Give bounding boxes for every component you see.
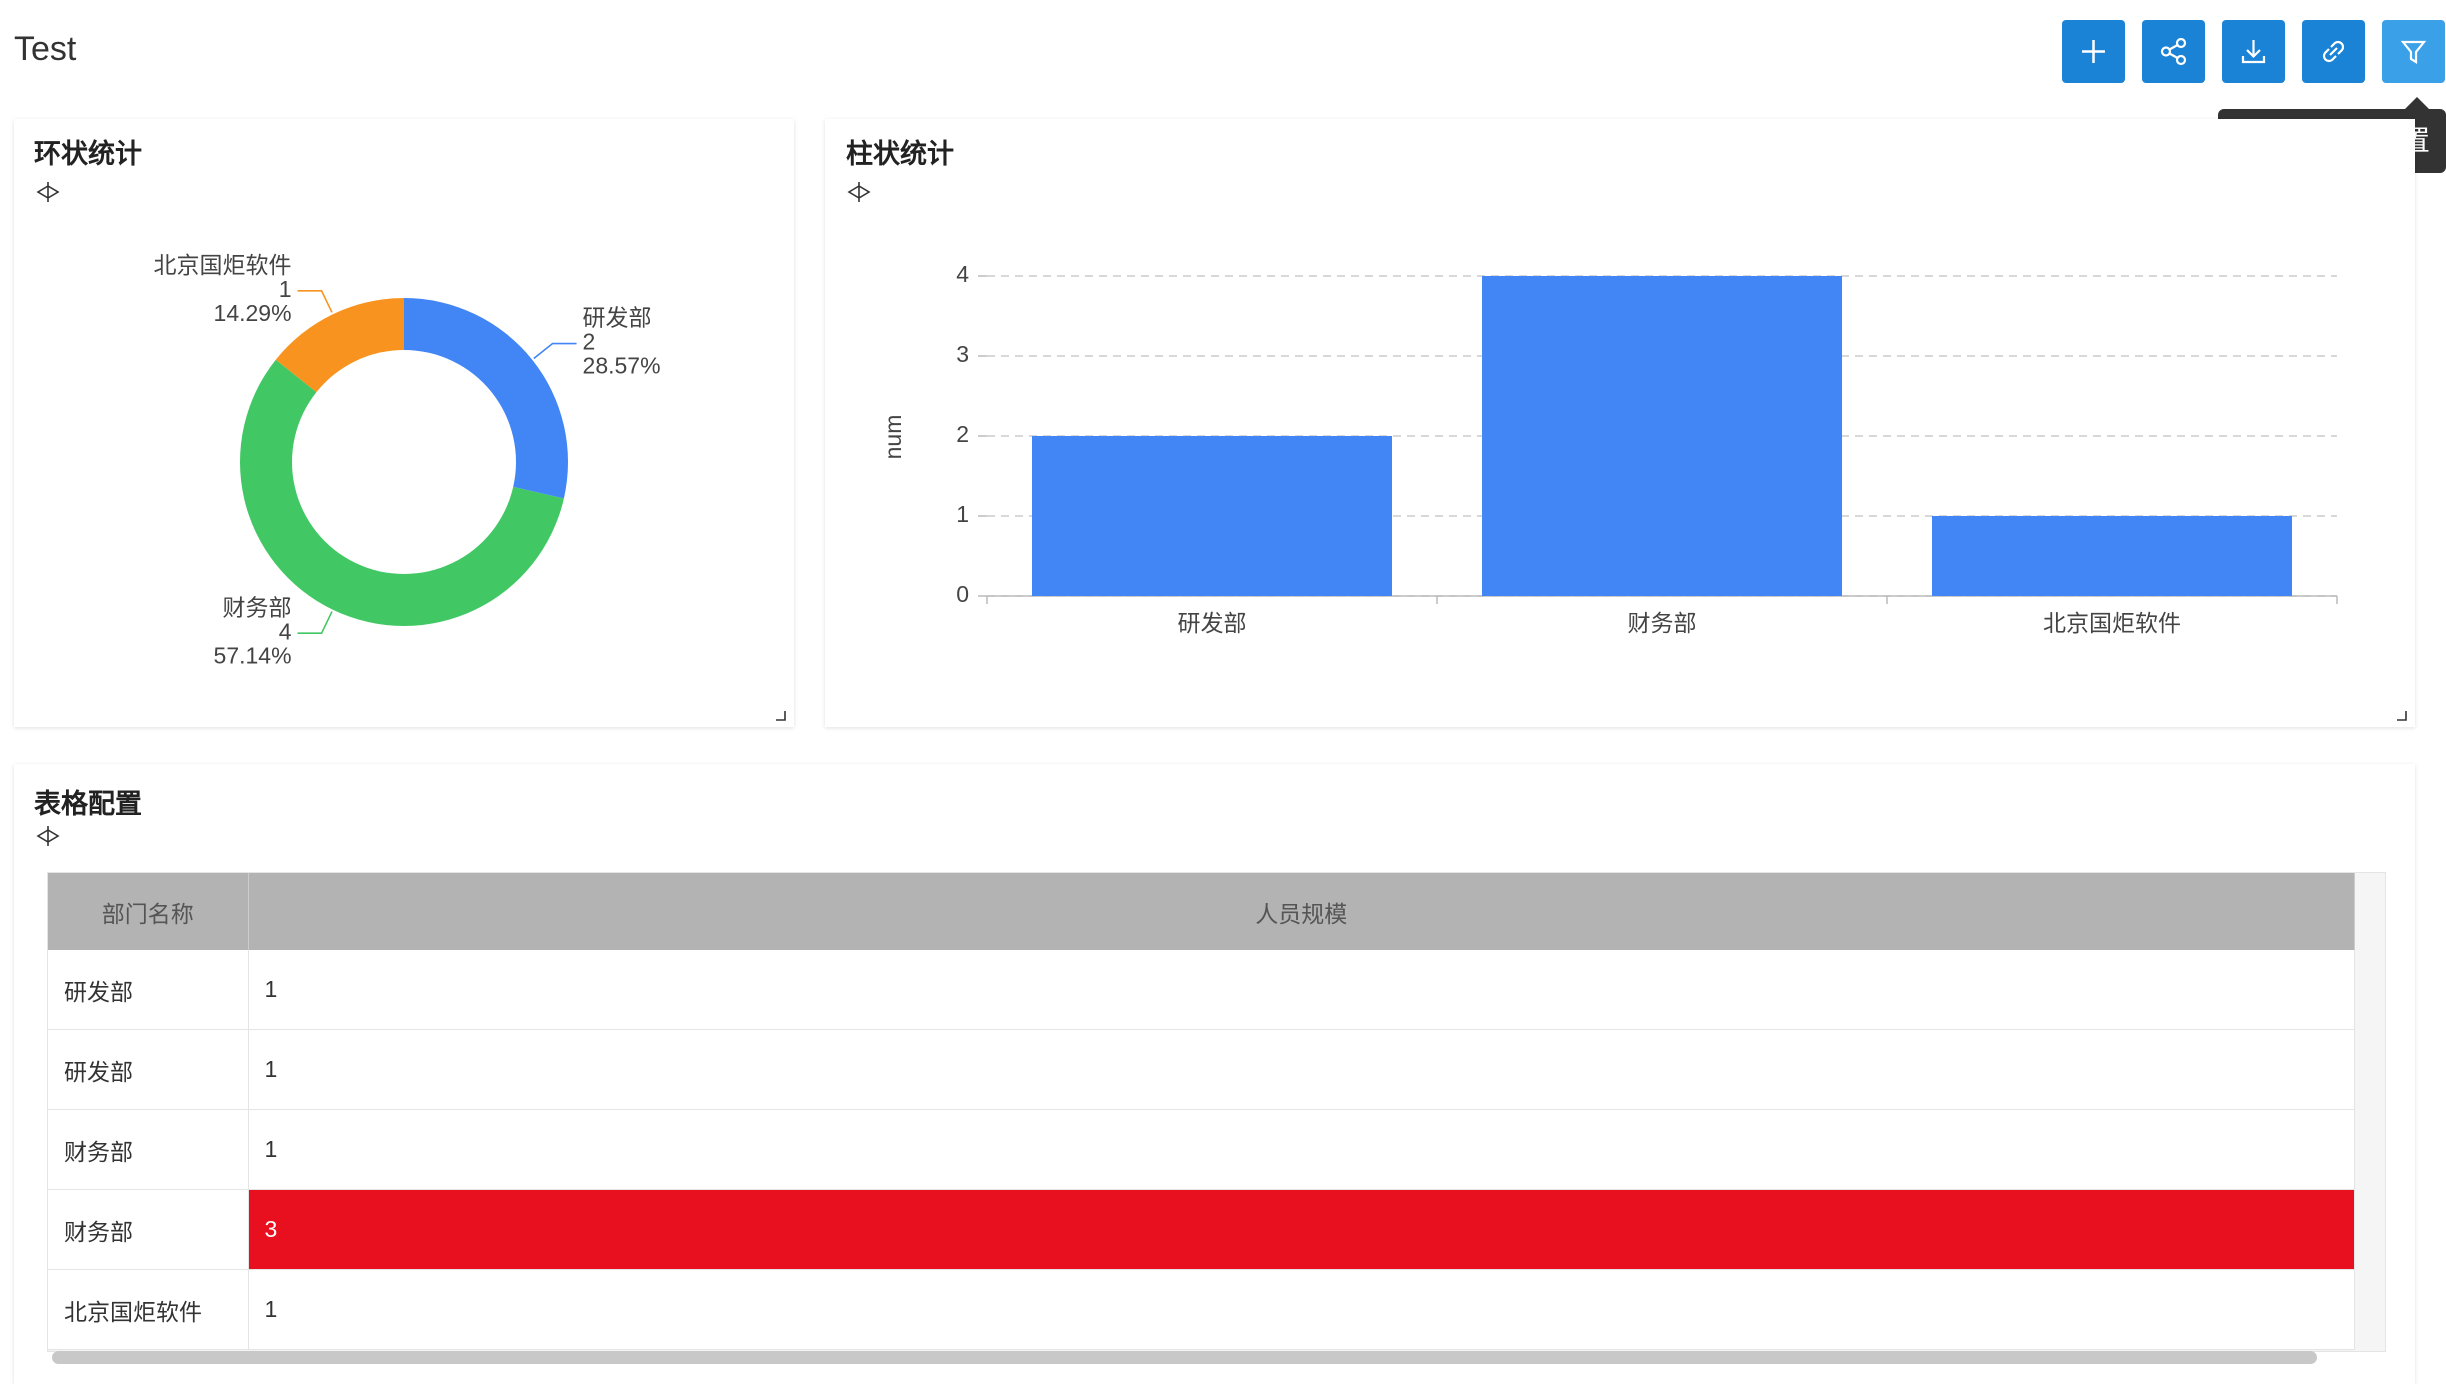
slice-label: 财务部 bbox=[223, 594, 292, 620]
table-cell: 北京国炬软件 bbox=[48, 1269, 249, 1350]
icon bbox=[2082, 40, 2105, 63]
table-cell: 财务部 bbox=[48, 1109, 249, 1190]
chart-title: 环状统计 bbox=[34, 138, 142, 169]
tooltip-arrow bbox=[2405, 97, 2429, 109]
table-row: 北京国炬软件 1 bbox=[48, 1269, 2355, 1350]
table-row: 研发部 1 bbox=[48, 950, 2355, 1030]
table-row: 研发部 1 bbox=[48, 1029, 2355, 1110]
y-tick-label: 4 bbox=[956, 261, 969, 287]
donut-slice bbox=[239, 359, 564, 626]
bar bbox=[1932, 516, 2292, 596]
x-tick-label: 研发部 bbox=[1178, 610, 1247, 636]
table-cell: 3 bbox=[248, 1189, 2355, 1270]
header-row: 部门名称 人员规模 bbox=[48, 873, 2355, 950]
slice-label: 57.14% bbox=[214, 642, 292, 668]
table-row: 财务部 3 bbox=[48, 1189, 2355, 1270]
download-button[interactable] bbox=[2222, 20, 2285, 83]
filter-button[interactable] bbox=[2382, 20, 2445, 83]
column-header: 人员规模 bbox=[248, 873, 2355, 950]
leader-line bbox=[297, 611, 333, 634]
table-cell: 1 bbox=[248, 1029, 2355, 1110]
page-title: Test bbox=[14, 30, 77, 68]
donut-slice bbox=[404, 298, 568, 499]
table-row: 财务部 1 bbox=[48, 1109, 2355, 1190]
bar bbox=[1032, 436, 1392, 596]
icon bbox=[2322, 40, 2345, 63]
icon bbox=[2160, 37, 2187, 66]
icon bbox=[2241, 40, 2266, 64]
y-tick-label: 0 bbox=[956, 581, 969, 607]
table-cell: 研发部 bbox=[48, 1029, 249, 1110]
y-tick-label: 2 bbox=[956, 421, 969, 447]
scrollbar[interactable] bbox=[52, 1351, 2317, 1364]
table-container: 部门名称 人员规模 研发部 1 研发部 1 财务部 1 财务部 3 北京国炬软件 1 bbox=[47, 872, 2386, 1352]
slice-label: 28.57% bbox=[583, 353, 661, 379]
y-tick-label: 3 bbox=[956, 341, 969, 367]
charts: 环状统计研发部228.57%财务部457.14%北京国炬软件114.29%柱状统… bbox=[34, 138, 2407, 721]
leader-line bbox=[533, 342, 577, 360]
table-cell: 1 bbox=[248, 1109, 2355, 1190]
y-axis-label: num bbox=[880, 415, 906, 460]
data-table: 部门名称 人员规模 研发部 1 研发部 1 财务部 1 财务部 3 北京国炬软件 1 bbox=[48, 873, 2355, 1350]
slice-label: 4 bbox=[279, 618, 292, 644]
table-cell: 研发部 bbox=[48, 950, 249, 1030]
table-title: 表格配置 bbox=[34, 789, 142, 819]
share-button[interactable] bbox=[2142, 20, 2205, 83]
add-button[interactable] bbox=[2062, 20, 2125, 83]
table-cell: 1 bbox=[248, 1269, 2355, 1350]
column-header: 部门名称 bbox=[48, 873, 249, 950]
slice-label: 北京国炬软件 bbox=[154, 252, 292, 278]
table-cell: 财务部 bbox=[48, 1189, 249, 1270]
donut-slice bbox=[275, 298, 404, 393]
slice-label: 14.29% bbox=[214, 300, 292, 326]
x-tick-label: 财务部 bbox=[1628, 610, 1697, 636]
table-cell: 1 bbox=[248, 950, 2355, 1030]
icon bbox=[2400, 40, 2427, 64]
drag-icons bbox=[36, 182, 2407, 721]
x-tick-label: 北京国炬软件 bbox=[2043, 610, 2181, 636]
slice-label: 1 bbox=[279, 276, 292, 302]
y-tick-label: 1 bbox=[956, 501, 969, 527]
chart-title: 柱状统计 bbox=[846, 138, 954, 169]
leader-line bbox=[297, 290, 333, 313]
bar bbox=[1482, 276, 1842, 596]
drag-icon bbox=[36, 826, 60, 846]
slice-label: 2 bbox=[583, 329, 596, 355]
link-button[interactable] bbox=[2302, 20, 2365, 83]
slice-label: 研发部 bbox=[583, 305, 652, 331]
